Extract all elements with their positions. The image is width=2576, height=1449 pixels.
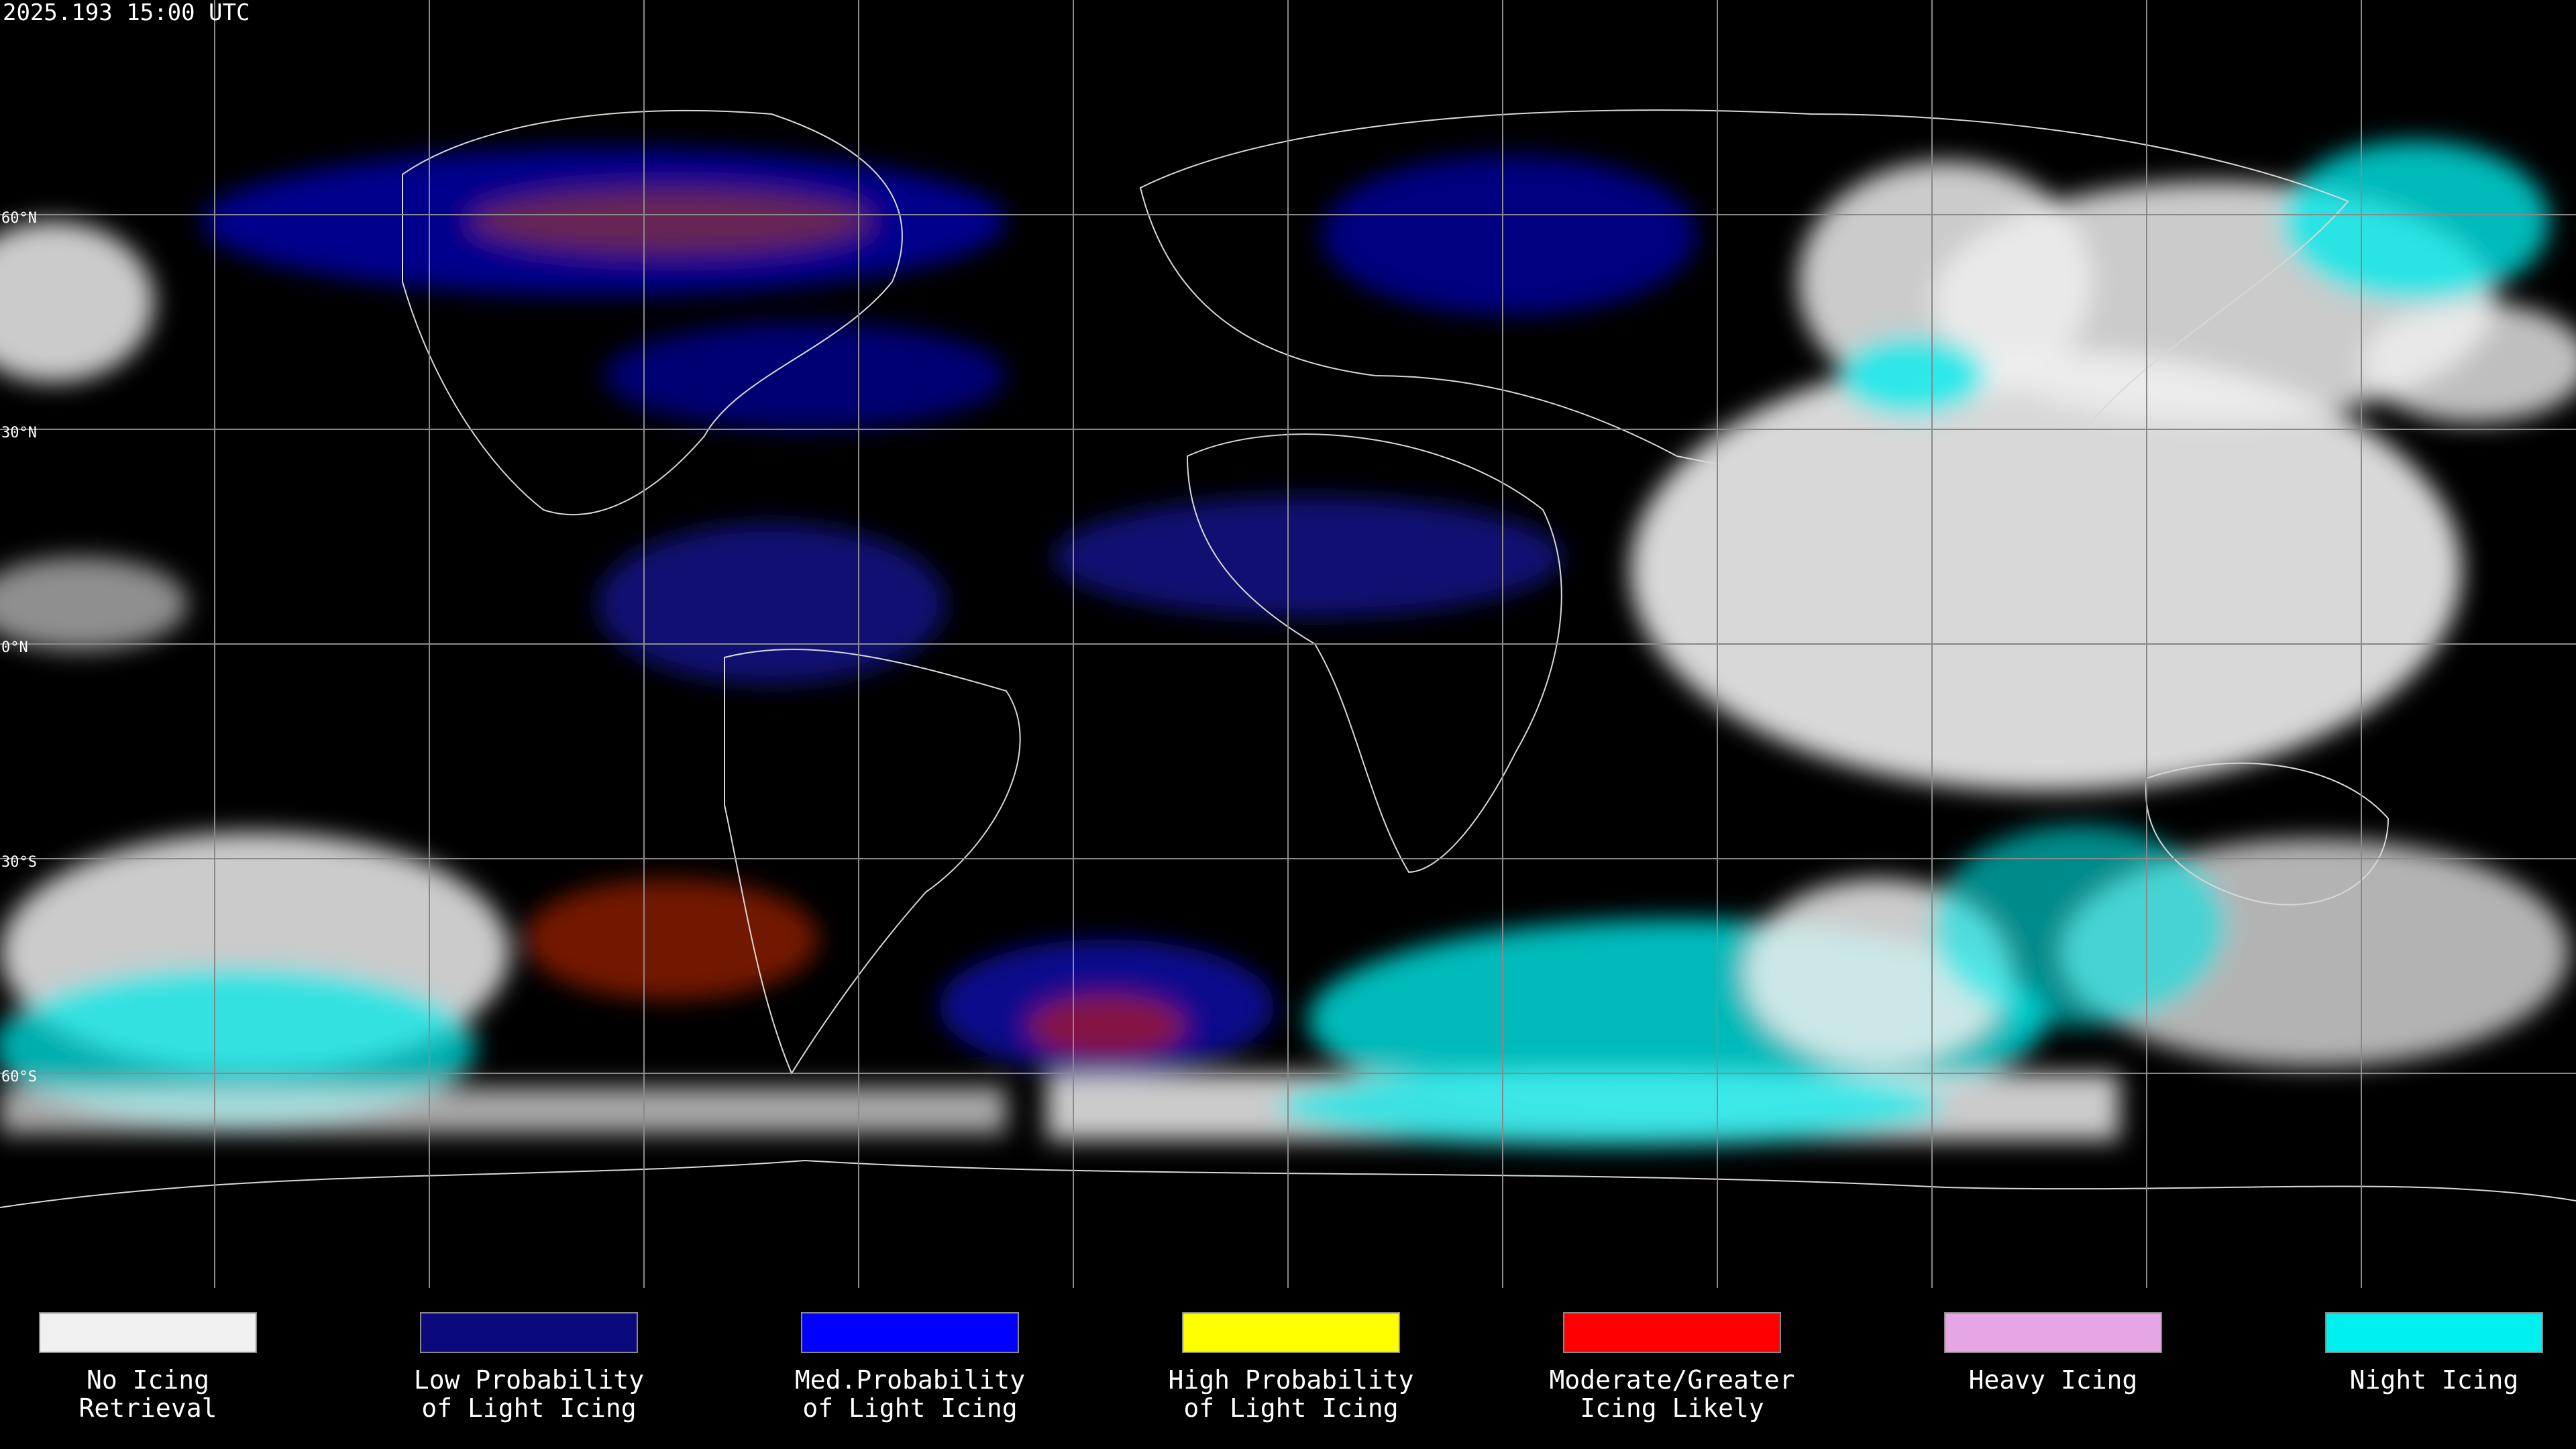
legend-swatch — [1563, 1312, 1781, 1353]
timestamp: 2025.193 15:00 UTC — [3, 0, 250, 26]
legend-label: Med.Probability of Light Icing — [795, 1365, 1025, 1423]
legend-label: Moderate/Greater Icing Likely — [1549, 1365, 1794, 1423]
legend-label-line: Retrieval — [79, 1393, 217, 1423]
legend-swatch — [1182, 1312, 1400, 1353]
legend-label: Heavy Icing — [1969, 1365, 2138, 1395]
legend-label-line: Low Probability — [414, 1365, 644, 1395]
legend-label: High Probability of Light Icing — [1168, 1365, 1413, 1423]
legend-label-line: Night Icing — [2350, 1365, 2519, 1395]
legend-label-line: Heavy Icing — [1969, 1365, 2138, 1395]
legend-label-line: Icing Likely — [1580, 1393, 1764, 1423]
latitude-labels: 60°N 30°N 0°N 30°S 60°S — [1, 210, 37, 1085]
latitude-label: 0°N — [1, 639, 28, 656]
legend-label-line: of Light Icing — [421, 1393, 636, 1423]
legend-label-line: Moderate/Greater — [1549, 1365, 1794, 1395]
legend-label: Low Probability of Light Icing — [414, 1365, 644, 1423]
latitude-label: 30°S — [1, 854, 37, 871]
legend-label: No Icing Retrieval — [79, 1365, 217, 1423]
legend-swatch — [1944, 1312, 2162, 1353]
legend-label-line: of Light Icing — [1183, 1393, 1398, 1423]
graticule — [0, 0, 2576, 1288]
cloud-field — [0, 141, 2576, 1147]
legend-label-line: High Probability — [1168, 1365, 1413, 1395]
legend-label-line: of Light Icing — [802, 1393, 1017, 1423]
legend-label: Night Icing — [2350, 1365, 2519, 1395]
legend-label-line: No Icing — [87, 1365, 209, 1395]
legend-swatch — [2325, 1312, 2543, 1353]
legend-swatch — [420, 1312, 638, 1353]
latitude-label: 30°N — [1, 425, 37, 441]
legend-label-line: Med.Probability — [795, 1365, 1025, 1395]
legend-swatch — [39, 1312, 257, 1353]
legend-swatch — [801, 1312, 1019, 1353]
latitude-label: 60°N — [1, 210, 37, 227]
latitude-label: 60°S — [1, 1069, 37, 1085]
